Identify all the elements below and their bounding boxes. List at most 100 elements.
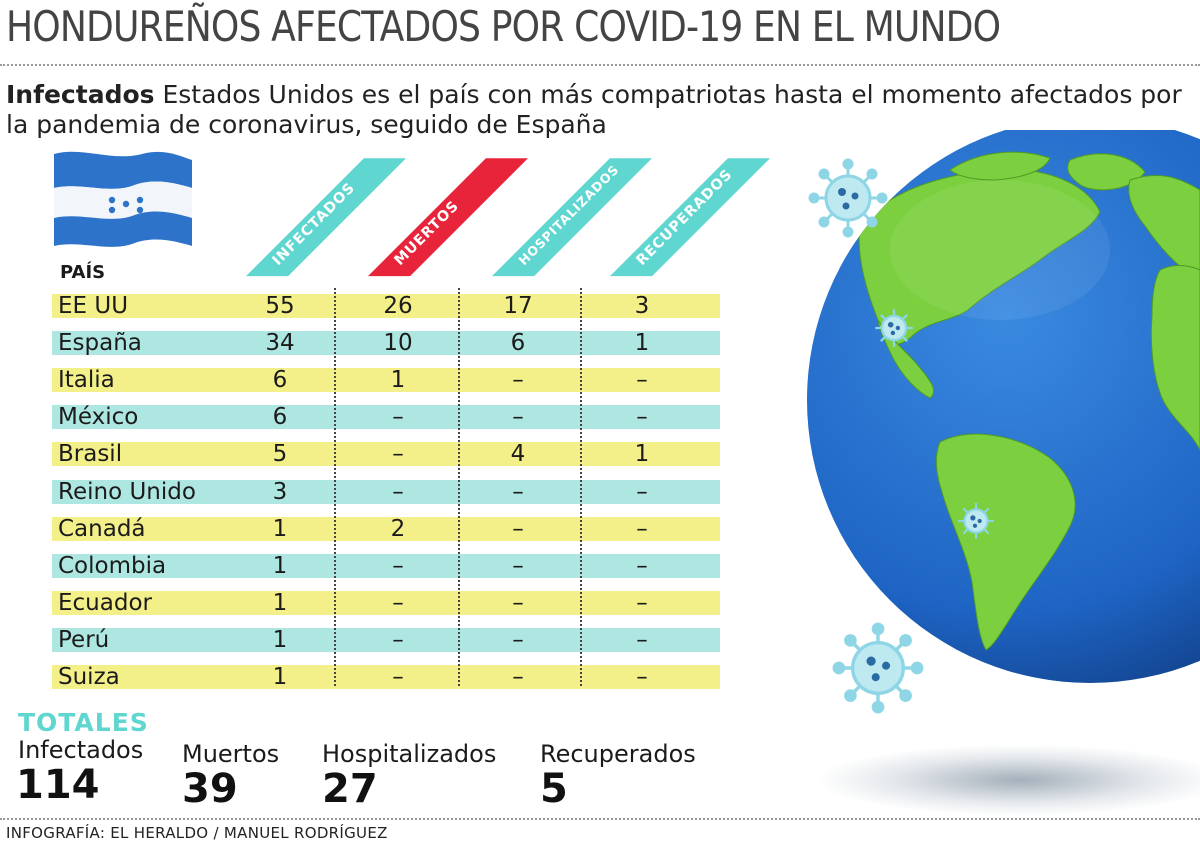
cell-muertos: – — [392, 441, 404, 468]
cell-recuperados: – — [636, 589, 648, 616]
cell-infectados: 1 — [272, 626, 288, 653]
cell-hospitalizados: – — [512, 589, 524, 616]
total-muertos-value: 39 — [182, 766, 238, 812]
cell-recuperados: – — [636, 367, 648, 394]
table-row: España 34 10 6 1 — [52, 330, 720, 357]
footer-divider — [0, 818, 1200, 820]
cell-recuperados: – — [636, 515, 648, 542]
column-divider — [580, 288, 582, 686]
table-row: México 6 – – – — [52, 404, 720, 431]
country-name: EE UU — [58, 293, 129, 319]
total-infectados-label: Infectados — [18, 736, 144, 764]
column-header-recuperados: RECUPERADOS — [610, 158, 770, 277]
country-name: España — [58, 330, 142, 357]
country-name: Brasil — [58, 441, 123, 468]
table-row: Brasil 5 – 4 1 — [52, 441, 720, 468]
cell-muertos: – — [392, 478, 404, 505]
cell-infectados: 1 — [272, 515, 288, 542]
column-header-ribbon — [610, 158, 770, 277]
totals-label: TOTALES — [18, 708, 149, 737]
column-divider — [458, 288, 460, 686]
title-divider — [0, 64, 1200, 66]
table-row: Perú 1 – – – — [52, 626, 720, 653]
subtitle-lead: Infectados — [6, 80, 155, 109]
table-row: Ecuador 1 – – – — [52, 589, 720, 616]
cell-hospitalizados: – — [512, 367, 524, 394]
cell-muertos: – — [392, 589, 404, 616]
cell-hospitalizados: 4 — [510, 441, 526, 468]
total-muertos-label: Muertos — [182, 740, 280, 768]
cell-hospitalizados: 17 — [503, 293, 533, 319]
column-header-hospitalizados: HOSPITALIZADOS — [492, 158, 652, 277]
country-name: Reino Unido — [58, 478, 196, 505]
cell-recuperados: – — [636, 404, 648, 431]
total-recuperados-value: 5 — [540, 766, 568, 812]
table-row: EE UU 55 26 17 3 — [52, 293, 720, 319]
cell-hospitalizados: – — [512, 478, 524, 505]
column-divider — [334, 288, 336, 686]
cell-hospitalizados: – — [512, 552, 524, 579]
column-header-ribbon — [368, 158, 528, 277]
cell-infectados: 1 — [272, 589, 288, 616]
column-header-label: RECUPERADOS — [634, 166, 736, 268]
page-title: HONDUREÑOS AFECTADOS POR COVID-19 EN EL … — [6, 2, 1001, 51]
coronavirus-icon — [832, 622, 924, 714]
cell-muertos: – — [392, 552, 404, 579]
cell-infectados: 34 — [265, 330, 295, 357]
cell-infectados: 3 — [272, 478, 288, 505]
cell-infectados: 1 — [272, 552, 288, 579]
globe-shadow — [820, 745, 1200, 815]
cell-infectados: 6 — [272, 367, 288, 394]
cell-recuperados: – — [636, 552, 648, 579]
cell-muertos: – — [392, 404, 404, 431]
coronavirus-icon — [875, 309, 913, 347]
column-header-ribbon — [246, 158, 406, 277]
country-name: Perú — [58, 626, 110, 653]
country-column-header: PAÍS — [60, 262, 106, 283]
cell-muertos: 2 — [390, 515, 406, 542]
total-hospitalizados-value: 27 — [322, 766, 378, 812]
country-name: Italia — [58, 367, 115, 394]
table-row: Canadá 1 2 – – — [52, 515, 720, 542]
cell-muertos: – — [392, 664, 404, 690]
cell-hospitalizados: – — [512, 404, 524, 431]
cell-muertos: – — [392, 626, 404, 653]
cell-muertos: 10 — [383, 330, 413, 357]
cell-recuperados: – — [636, 664, 648, 690]
country-name: Ecuador — [58, 589, 152, 616]
credit-line: INFOGRAFÍA: EL HERALDO / MANUEL RODRÍGUE… — [6, 824, 388, 842]
column-header-label: HOSPITALIZADOS — [516, 162, 622, 268]
cell-infectados: 6 — [272, 404, 288, 431]
table-row: Italia 6 1 – – — [52, 367, 720, 394]
cell-recuperados: 3 — [634, 293, 650, 319]
honduras-flag-icon — [54, 151, 192, 247]
cell-muertos: 26 — [383, 293, 413, 319]
column-header-ribbon — [492, 158, 652, 277]
country-name: Canadá — [58, 515, 146, 542]
coronavirus-icon — [958, 503, 994, 539]
cell-recuperados: 1 — [634, 441, 650, 468]
globe-icon — [807, 130, 1200, 683]
column-header-label: INFECTADOS — [270, 180, 359, 269]
total-recuperados-label: Recuperados — [540, 740, 696, 768]
cell-muertos: 1 — [390, 367, 406, 394]
cell-recuperados: – — [636, 626, 648, 653]
table-row: Suiza 1 – – – — [52, 664, 720, 690]
cell-hospitalizados: – — [512, 664, 524, 690]
cell-infectados: 5 — [272, 441, 288, 468]
column-header-infectados: INFECTADOS — [246, 158, 406, 277]
column-header-muertos: MUERTOS — [368, 158, 528, 277]
subtitle: Infectados Estados Unidos es el país con… — [6, 80, 1186, 140]
cell-hospitalizados: – — [512, 626, 524, 653]
total-infectados-value: 114 — [16, 762, 100, 808]
country-name: Suiza — [58, 664, 120, 690]
country-name: Colombia — [58, 552, 167, 579]
table-row: Colombia 1 – – – — [52, 552, 720, 579]
cell-infectados: 55 — [265, 293, 295, 319]
cell-hospitalizados: – — [512, 515, 524, 542]
cell-hospitalizados: 6 — [510, 330, 526, 357]
coronavirus-icon — [808, 158, 888, 238]
cell-recuperados: 1 — [634, 330, 650, 357]
subtitle-text: Estados Unidos es el país con más compat… — [6, 80, 1182, 139]
table-row: Reino Unido 3 – – – — [52, 478, 720, 505]
